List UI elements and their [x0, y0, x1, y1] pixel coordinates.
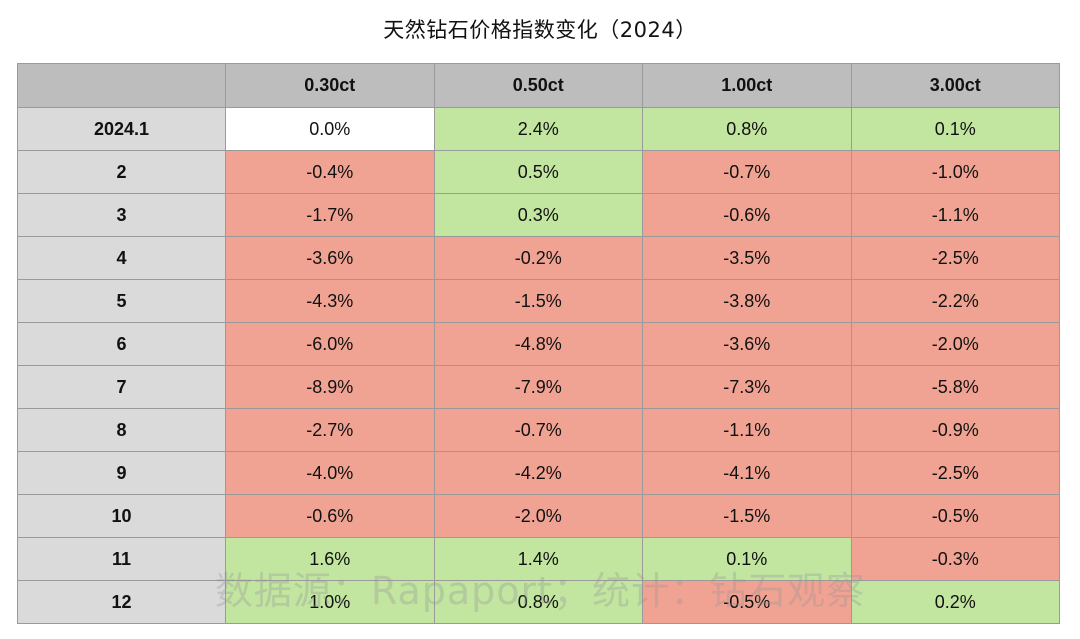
data-cell: -2.2%: [850, 279, 1060, 323]
data-cell: -2.0%: [433, 494, 643, 538]
data-cell: -0.6%: [642, 193, 852, 237]
data-cell: 0.8%: [433, 580, 643, 624]
row-label: 6: [17, 322, 226, 366]
data-cell: -3.5%: [642, 236, 852, 280]
data-cell: 1.0%: [225, 580, 435, 624]
data-cell: -1.7%: [225, 193, 435, 237]
row-label: 2: [17, 150, 226, 194]
column-header: 3.00ct: [850, 63, 1060, 108]
data-cell: -7.9%: [433, 365, 643, 409]
chart-title: 天然钻石价格指数变化（2024）: [383, 18, 697, 42]
table-row: 11 1.6% 1.4% 0.1% -0.3%: [17, 537, 1060, 581]
data-cell: -5.8%: [850, 365, 1060, 409]
data-cell: -0.2%: [433, 236, 643, 280]
data-cell: -0.5%: [850, 494, 1060, 538]
price-index-table: 0.30ct 0.50ct 1.00ct 3.00ct 2024.1 0.0% 2.…: [17, 63, 1060, 624]
table-row: 7 -8.9% -7.9% -7.3% -5.8%: [17, 365, 1060, 409]
data-cell: 0.2%: [850, 580, 1060, 624]
data-cell: -4.3%: [225, 279, 435, 323]
data-cell: -6.0%: [225, 322, 435, 366]
column-header: 0.50ct: [433, 63, 643, 108]
data-cell: -0.9%: [850, 408, 1060, 452]
data-cell: -7.3%: [642, 365, 852, 409]
data-cell: -2.0%: [850, 322, 1060, 366]
data-cell: -3.6%: [642, 322, 852, 366]
data-cell: -1.1%: [850, 193, 1060, 237]
column-header: 0.30ct: [225, 63, 435, 108]
data-cell: -4.2%: [433, 451, 643, 495]
data-cell: -1.1%: [642, 408, 852, 452]
data-cell: -0.5%: [642, 580, 852, 624]
data-cell: -8.9%: [225, 365, 435, 409]
table-row: 12 1.0% 0.8% -0.5% 0.2%: [17, 580, 1060, 624]
row-label: 2024.1: [17, 107, 226, 151]
data-cell: -3.8%: [642, 279, 852, 323]
data-cell: 0.5%: [433, 150, 643, 194]
row-label: 5: [17, 279, 226, 323]
data-cell: 0.3%: [433, 193, 643, 237]
data-cell: 0.8%: [642, 107, 852, 151]
data-cell: 0.0%: [225, 107, 435, 151]
data-cell: -2.5%: [850, 451, 1060, 495]
table-row: 2024.1 0.0% 2.4% 0.8% 0.1%: [17, 107, 1060, 151]
data-cell: -0.3%: [850, 537, 1060, 581]
table-row: 9 -4.0% -4.2% -4.1% -2.5%: [17, 451, 1060, 495]
data-cell: -2.5%: [850, 236, 1060, 280]
column-header: 1.00ct: [642, 63, 852, 108]
header-row: 0.30ct 0.50ct 1.00ct 3.00ct: [17, 63, 1060, 108]
data-cell: 2.4%: [433, 107, 643, 151]
table-body: 2024.1 0.0% 2.4% 0.8% 0.1% 2 -0.4% 0.5% -0.7% -1.…: [17, 107, 1060, 624]
data-cell: 1.4%: [433, 537, 643, 581]
data-cell: 1.6%: [225, 537, 435, 581]
row-label: 7: [17, 365, 226, 409]
data-cell: -2.7%: [225, 408, 435, 452]
row-label: 8: [17, 408, 226, 452]
data-cell: -1.0%: [850, 150, 1060, 194]
data-cell: -1.5%: [433, 279, 643, 323]
data-cell: -4.1%: [642, 451, 852, 495]
row-label: 3: [17, 193, 226, 237]
table-row: 4 -3.6% -0.2% -3.5% -2.5%: [17, 236, 1060, 280]
data-cell: -1.5%: [642, 494, 852, 538]
row-label: 4: [17, 236, 226, 280]
data-cell: -3.6%: [225, 236, 435, 280]
table-row: 10 -0.6% -2.0% -1.5% -0.5%: [17, 494, 1060, 538]
data-cell: -0.4%: [225, 150, 435, 194]
data-cell: -4.8%: [433, 322, 643, 366]
table-row: 3 -1.7% 0.3% -0.6% -1.1%: [17, 193, 1060, 237]
table-row: 8 -2.7% -0.7% -1.1% -0.9%: [17, 408, 1060, 452]
row-label: 10: [17, 494, 226, 538]
corner-cell: [17, 63, 226, 108]
table-row: 2 -0.4% 0.5% -0.7% -1.0%: [17, 150, 1060, 194]
table-row: 5 -4.3% -1.5% -3.8% -2.2%: [17, 279, 1060, 323]
data-cell: -0.7%: [642, 150, 852, 194]
row-label: 11: [17, 537, 226, 581]
data-cell: -4.0%: [225, 451, 435, 495]
row-label: 9: [17, 451, 226, 495]
table-row: 6 -6.0% -4.8% -3.6% -2.0%: [17, 322, 1060, 366]
data-cell: -0.7%: [433, 408, 643, 452]
data-cell: 0.1%: [642, 537, 852, 581]
data-cell: -0.6%: [225, 494, 435, 538]
row-label: 12: [17, 580, 226, 624]
data-cell: 0.1%: [850, 107, 1060, 151]
